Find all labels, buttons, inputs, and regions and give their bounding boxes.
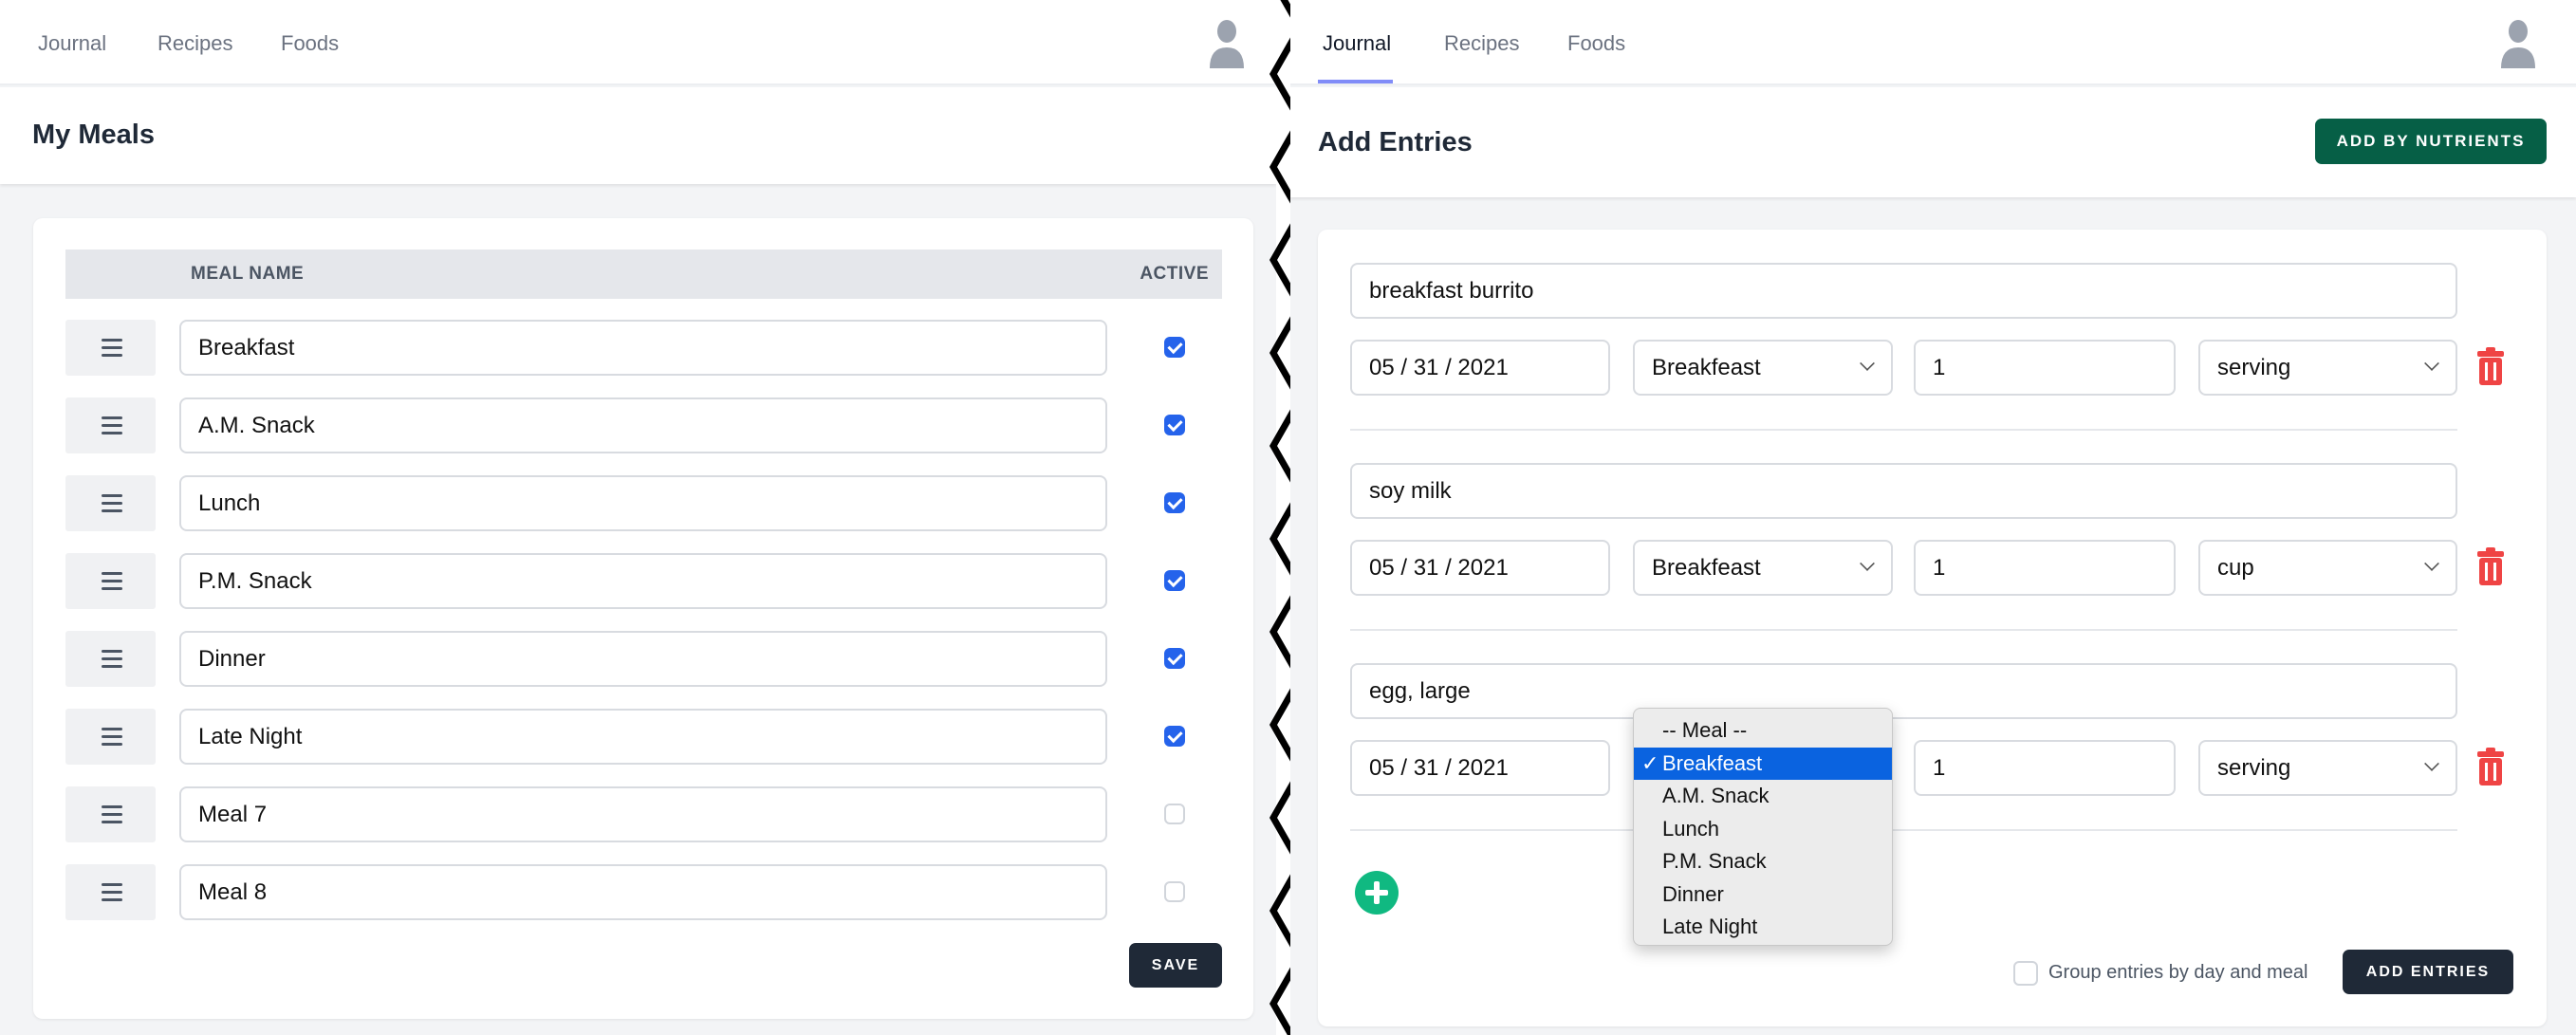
user-avatar-icon[interactable] <box>1208 19 1246 68</box>
top-nav: Journal Recipes Foods <box>0 0 1276 85</box>
group-entries-checkbox[interactable] <box>2013 961 2038 986</box>
active-header: ACTIVE <box>1140 264 1209 284</box>
meal-name-input[interactable]: A.M. Snack <box>179 397 1107 453</box>
meal-option[interactable]: -- Meal -- <box>1662 718 1748 742</box>
chevron-down-icon <box>2424 556 2439 571</box>
unit-select[interactable]: cup <box>2198 540 2457 596</box>
nav-recipes[interactable]: Recipes <box>1444 31 1520 55</box>
active-checkbox[interactable] <box>1164 881 1185 902</box>
trash-icon[interactable] <box>2476 547 2505 585</box>
meals-card: MEAL NAME ACTIVE Breakfast A.M. Snack Lu… <box>33 218 1253 1019</box>
drag-handle-icon[interactable] <box>65 553 156 609</box>
trash-icon[interactable] <box>2476 748 2505 785</box>
date-input[interactable]: 05 / 31 / 2021 <box>1350 540 1610 596</box>
unit-select[interactable]: serving <box>2198 340 2457 396</box>
drag-handle-icon[interactable] <box>65 709 156 765</box>
meal-name-input[interactable]: Meal 8 <box>179 864 1107 920</box>
nav-recipes[interactable]: Recipes <box>158 31 233 55</box>
user-avatar-icon[interactable] <box>2499 19 2537 68</box>
active-checkbox[interactable] <box>1164 648 1185 669</box>
active-checkbox[interactable] <box>1164 415 1185 435</box>
meal-option[interactable]: Late Night <box>1662 915 1758 938</box>
meal-select[interactable]: Breakfeast <box>1633 340 1893 396</box>
table-header: MEAL NAME ACTIVE <box>65 250 1222 299</box>
quantity-input[interactable]: 1 <box>1914 740 2176 796</box>
unit-select[interactable]: serving <box>2198 740 2457 796</box>
date-input[interactable]: 05 / 31 / 2021 <box>1350 740 1610 796</box>
drag-handle-icon[interactable] <box>65 397 156 453</box>
entry-divider <box>1350 429 2457 431</box>
meal-select-value: Breakfeast <box>1652 354 1761 380</box>
active-tab-indicator <box>1318 80 1393 83</box>
entries-card: breakfast burrito 05 / 31 / 2021 Breakfe… <box>1318 230 2547 1026</box>
meal-dropdown-menu: -- Meal -- ✓ Breakfeast A.M. Snack Lunch P.M.… <box>1633 708 1893 946</box>
unit-select-value: serving <box>2217 754 2291 781</box>
quantity-input[interactable]: 1 <box>1914 340 2176 396</box>
nav-foods[interactable]: Foods <box>281 31 340 55</box>
drag-handle-icon[interactable] <box>65 631 156 687</box>
meal-option[interactable]: Dinner <box>1662 881 1724 906</box>
unit-select-value: serving <box>2217 354 2291 380</box>
group-entries-label: Group entries by day and meal <box>2048 962 2308 983</box>
add-entry-plus-icon[interactable] <box>1355 871 1399 915</box>
add-entries-button[interactable]: ADD ENTRIES <box>2343 950 2513 994</box>
meal-option[interactable]: ✓ Breakfeast <box>1634 747 1892 780</box>
meal-name-input[interactable]: Dinner <box>179 631 1107 687</box>
save-button[interactable]: SAVE <box>1129 943 1222 988</box>
active-checkbox[interactable] <box>1164 726 1185 747</box>
meal-select-value: Breakfeast <box>1652 554 1761 581</box>
checkmark-icon: ✓ <box>1641 750 1659 775</box>
drag-handle-icon[interactable] <box>65 786 156 842</box>
active-checkbox[interactable] <box>1164 804 1185 824</box>
drag-handle-icon[interactable] <box>65 864 156 920</box>
page-title: Add Entries <box>1318 127 1473 157</box>
meal-name-input[interactable]: P.M. Snack <box>179 553 1107 609</box>
meal-option[interactable]: A.M. Snack <box>1662 784 1770 807</box>
meal-name-input[interactable]: Late Night <box>179 709 1107 765</box>
add-entries-page: Journal Recipes Foods Add Entries ADD BY… <box>1290 0 2576 1035</box>
my-meals-page: Journal Recipes Foods My Meals MEAL NAME… <box>0 0 1276 1035</box>
nav-journal[interactable]: Journal <box>38 31 107 55</box>
meal-name-input[interactable]: Meal 7 <box>179 786 1107 842</box>
meal-name-input[interactable]: Breakfast <box>179 320 1107 376</box>
meal-name-header: MEAL NAME <box>191 264 305 284</box>
meal-option[interactable]: Lunch <box>1662 816 1719 841</box>
chevron-down-icon <box>1860 556 1875 571</box>
entry-divider <box>1350 829 2457 831</box>
page-header: Add Entries ADD BY NUTRIENTS <box>1290 87 2576 197</box>
nav-journal[interactable]: Journal <box>1323 31 1392 55</box>
entry-divider <box>1350 629 2457 631</box>
food-input[interactable]: breakfast burrito <box>1350 263 2457 319</box>
active-checkbox[interactable] <box>1164 337 1185 358</box>
meal-select[interactable]: Breakfeast <box>1633 540 1893 596</box>
active-checkbox[interactable] <box>1164 570 1185 591</box>
food-input[interactable]: soy milk <box>1350 463 2457 519</box>
meal-name-input[interactable]: Lunch <box>179 475 1107 531</box>
unit-select-value: cup <box>2217 554 2254 581</box>
food-input[interactable]: egg, large <box>1350 663 2457 719</box>
nav-foods[interactable]: Foods <box>1567 31 1626 55</box>
active-checkbox[interactable] <box>1164 492 1185 513</box>
chevron-down-icon <box>2424 756 2439 771</box>
drag-handle-icon[interactable] <box>65 320 156 376</box>
date-input[interactable]: 05 / 31 / 2021 <box>1350 340 1610 396</box>
drag-handle-icon[interactable] <box>65 475 156 531</box>
trash-icon[interactable] <box>2476 347 2505 385</box>
page-title: My Meals <box>32 120 155 150</box>
page-header: My Meals <box>0 87 1276 184</box>
meal-option[interactable]: P.M. Snack <box>1662 849 1767 873</box>
top-nav: Journal Recipes Foods <box>1290 0 2576 85</box>
chevron-down-icon <box>1860 356 1875 371</box>
chevron-down-icon <box>2424 356 2439 371</box>
add-by-nutrients-button[interactable]: ADD BY NUTRIENTS <box>2315 119 2547 164</box>
quantity-input[interactable]: 1 <box>1914 540 2176 596</box>
